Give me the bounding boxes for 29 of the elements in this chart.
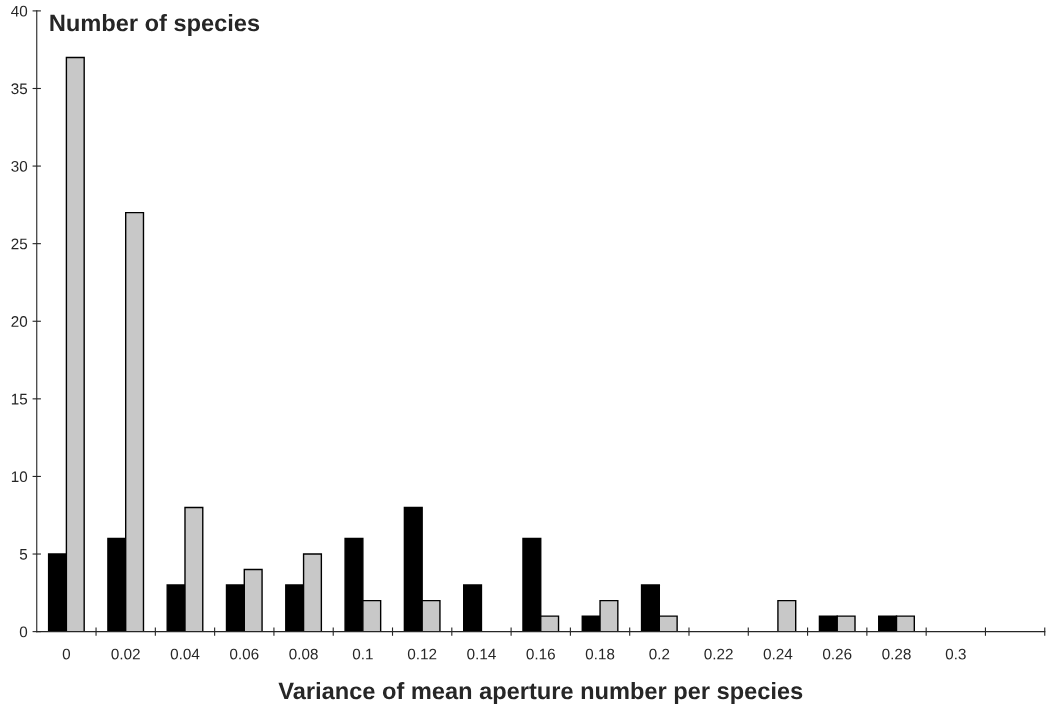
- bar: [462, 584, 483, 632]
- x-tick-label: 0.14: [467, 648, 496, 660]
- x-tick-label: 0.02: [111, 648, 140, 660]
- x-tick-label: 0.22: [704, 648, 733, 660]
- x-tick-label: 0.04: [170, 648, 200, 660]
- y-axis-title: Number of species: [50, 13, 260, 36]
- x-tick-label: 0.2: [649, 648, 670, 660]
- y-tick-label: 25: [11, 238, 28, 250]
- x-tick-label: 0.1: [352, 648, 373, 660]
- y-tick-label: 35: [11, 83, 28, 95]
- x-tick-label: 0.12: [407, 648, 437, 660]
- x-tick-label: 0.3: [945, 648, 966, 660]
- x-tick-label: 0.26: [822, 648, 852, 660]
- x-axis-title: Variance of mean aperture number per species: [278, 681, 803, 704]
- y-tick-label: 5: [19, 549, 28, 560]
- x-tick-label: 0.18: [585, 648, 615, 660]
- y-tick-label: 20: [11, 316, 28, 327]
- x-tick-label: 0.24: [763, 648, 793, 660]
- bar: [777, 599, 797, 632]
- y-tick-label: 15: [11, 393, 28, 405]
- x-tick-label: 0.28: [882, 648, 911, 660]
- x-tick-label: 0.08: [289, 648, 318, 660]
- x-tick-label: 0: [62, 648, 71, 660]
- y-tick-label: 0: [19, 626, 28, 638]
- y-tick-label: 30: [11, 160, 28, 172]
- x-tick-label: 0.16: [526, 648, 555, 660]
- y-tick-label: 10: [11, 471, 28, 483]
- x-tick-label: 0.06: [230, 648, 259, 660]
- y-tick-label: 40: [11, 5, 28, 17]
